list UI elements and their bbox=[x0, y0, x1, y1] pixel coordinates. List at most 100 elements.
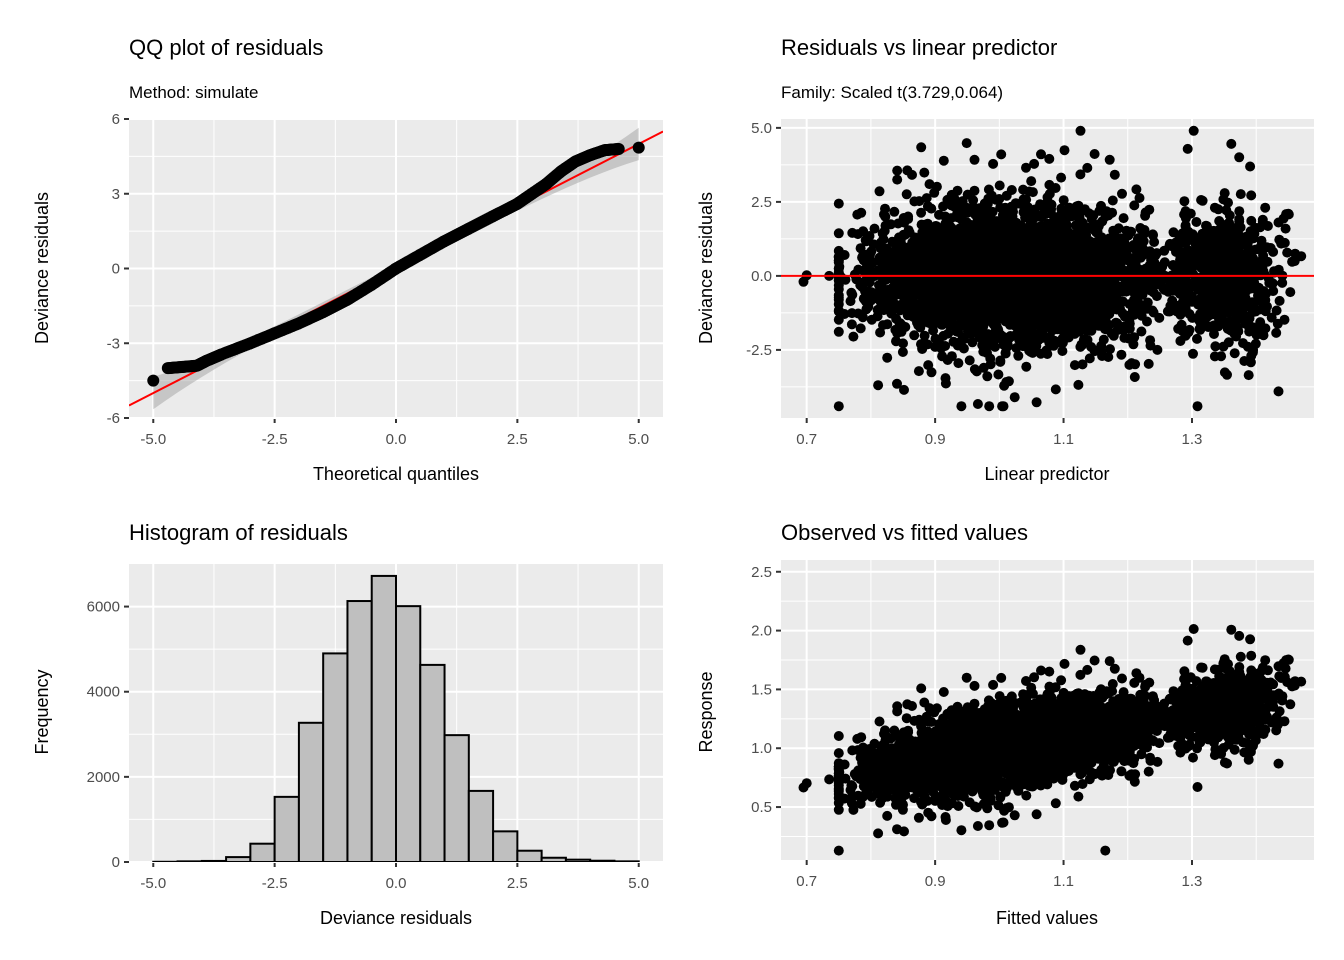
residual-point bbox=[1096, 232, 1107, 243]
histogram-bar bbox=[346, 600, 373, 862]
residual-point bbox=[950, 286, 961, 297]
residual-point bbox=[892, 378, 902, 389]
residual-point bbox=[1118, 213, 1129, 224]
residual-point bbox=[889, 280, 900, 291]
residual-point bbox=[1113, 303, 1124, 314]
residual-point bbox=[1242, 264, 1253, 275]
residual-point bbox=[1148, 307, 1159, 318]
residual-point bbox=[937, 287, 948, 298]
residual-point bbox=[1105, 344, 1115, 355]
residual-point bbox=[1129, 200, 1140, 211]
residual-point bbox=[1066, 265, 1077, 276]
residual-point bbox=[966, 329, 977, 339]
resid-lp-y-tick-label: -2.5 bbox=[746, 342, 772, 359]
residual-point bbox=[1256, 235, 1267, 246]
residual-point bbox=[1108, 330, 1119, 341]
residual-point bbox=[908, 275, 919, 286]
residual-point bbox=[1031, 397, 1042, 408]
residual-point bbox=[833, 294, 844, 305]
residual-point bbox=[874, 186, 885, 197]
hist-y-tick-label: 2000 bbox=[87, 769, 120, 786]
residual-point bbox=[1225, 231, 1236, 241]
qq-plot-title: QQ plot of residuals bbox=[129, 35, 323, 60]
residual-point bbox=[1073, 252, 1084, 263]
residual-point bbox=[1215, 226, 1226, 237]
residual-point bbox=[1080, 205, 1091, 216]
residual-point bbox=[1046, 275, 1056, 286]
residual-point bbox=[1002, 269, 1013, 280]
residual-point bbox=[1028, 249, 1039, 260]
residual-point bbox=[1131, 184, 1142, 195]
residual-point bbox=[969, 286, 980, 297]
residual-point bbox=[833, 284, 844, 295]
residual-point bbox=[1108, 261, 1119, 272]
residual-point bbox=[1289, 256, 1300, 267]
residual-point bbox=[1191, 217, 1202, 227]
residual-point bbox=[906, 246, 917, 257]
residual-point bbox=[1016, 293, 1027, 304]
residual-point bbox=[1177, 326, 1188, 337]
residual-point bbox=[1271, 327, 1282, 338]
residual-point bbox=[1265, 243, 1276, 253]
residual-point bbox=[984, 401, 995, 412]
residual-point bbox=[1100, 296, 1111, 307]
residual-point bbox=[988, 158, 999, 169]
residual-point bbox=[1044, 153, 1055, 164]
resid-lp-x-axis-title: Linear predictor bbox=[984, 464, 1109, 484]
residual-point bbox=[1239, 356, 1250, 366]
residual-point bbox=[1036, 149, 1046, 160]
histogram-bar bbox=[492, 830, 519, 862]
residual-point bbox=[993, 369, 1004, 380]
residual-point bbox=[1103, 352, 1114, 362]
residual-point bbox=[1015, 320, 1026, 331]
residual-point bbox=[891, 247, 902, 258]
residual-point bbox=[1040, 303, 1051, 314]
residual-point bbox=[1057, 346, 1068, 356]
obs-fitted-y-axis-title: Response bbox=[696, 671, 716, 752]
residual-point bbox=[1055, 212, 1066, 223]
qq-point bbox=[612, 142, 625, 155]
residual-point bbox=[1234, 152, 1245, 163]
residual-point bbox=[974, 332, 985, 343]
histogram-panel: Histogram of residuals Deviance residual… bbox=[32, 520, 663, 928]
residual-point bbox=[1226, 138, 1237, 149]
residual-point bbox=[1173, 239, 1184, 250]
residual-point bbox=[861, 234, 872, 244]
residual-point bbox=[1059, 145, 1070, 156]
hist-y-tick-label: 4000 bbox=[87, 684, 120, 701]
residual-point bbox=[1236, 290, 1247, 301]
residual-point bbox=[907, 293, 918, 304]
residual-point bbox=[1158, 269, 1168, 280]
residual-point bbox=[1229, 348, 1240, 359]
residual-point bbox=[1123, 333, 1134, 344]
residual-point bbox=[949, 193, 960, 204]
residual-point bbox=[1058, 262, 1069, 273]
residual-point bbox=[1025, 264, 1036, 275]
residual-point bbox=[1014, 303, 1025, 314]
residual-point bbox=[946, 351, 957, 362]
residual-point bbox=[1129, 372, 1140, 382]
residual-point bbox=[949, 238, 960, 249]
residual-point bbox=[932, 307, 943, 318]
residual-point bbox=[990, 322, 1001, 332]
residual-point bbox=[1210, 305, 1221, 316]
residual-point bbox=[1050, 384, 1061, 395]
residual-point bbox=[1001, 190, 1012, 201]
qq-x-tick-label: -5.0 bbox=[140, 431, 166, 448]
histogram-bar bbox=[370, 574, 397, 862]
residual-point bbox=[997, 219, 1007, 230]
residual-point bbox=[1180, 233, 1191, 244]
residual-point bbox=[1180, 220, 1191, 231]
qq-y-tick-label: -6 bbox=[107, 410, 120, 427]
residual-point bbox=[1081, 325, 1092, 336]
residual-point bbox=[1118, 253, 1129, 263]
residual-point bbox=[1176, 251, 1186, 262]
residual-point bbox=[912, 305, 922, 316]
residual-point bbox=[971, 301, 981, 312]
residual-point bbox=[899, 384, 909, 395]
residual-point bbox=[875, 327, 886, 338]
residual-point bbox=[1084, 353, 1095, 364]
resid-lp-title: Residuals vs linear predictor bbox=[781, 35, 1057, 60]
residual-point bbox=[1248, 345, 1259, 355]
residual-point bbox=[1246, 190, 1257, 201]
